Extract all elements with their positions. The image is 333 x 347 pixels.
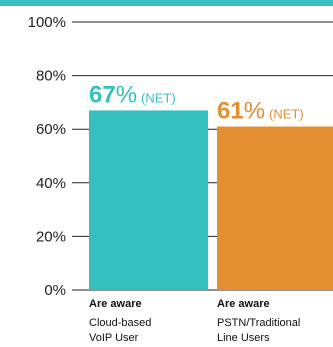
- value-percent-sign: %: [116, 81, 137, 108]
- bar: [89, 110, 208, 290]
- value-suffix: (NET): [269, 107, 304, 122]
- category-label-bold: Are aware: [89, 298, 142, 310]
- value-suffix: (NET): [141, 90, 176, 105]
- top-accent-band: [0, 0, 333, 6]
- category-label-line: VoIP User: [89, 332, 139, 344]
- category-label-line: PSTN/Traditional: [217, 317, 300, 329]
- category-label-line: Line Users: [217, 332, 270, 344]
- bar-value-label: 61% (NET): [217, 98, 304, 125]
- bar-value-label: 67% (NET): [89, 81, 176, 108]
- y-tick-label: 60%: [36, 121, 66, 138]
- y-tick-label: 20%: [36, 228, 66, 245]
- value-number: 61: [217, 98, 244, 125]
- y-tick-label: 80%: [36, 68, 66, 85]
- bar: [217, 126, 333, 291]
- y-tick-label: 0%: [44, 282, 66, 299]
- category-label-bold: Are aware: [217, 298, 270, 310]
- value-percent-sign: %: [244, 98, 265, 125]
- value-number: 67: [89, 81, 116, 108]
- y-tick-label: 40%: [36, 175, 66, 192]
- category-label-line: Cloud-based: [89, 317, 151, 329]
- y-tick-label: 100%: [28, 14, 66, 31]
